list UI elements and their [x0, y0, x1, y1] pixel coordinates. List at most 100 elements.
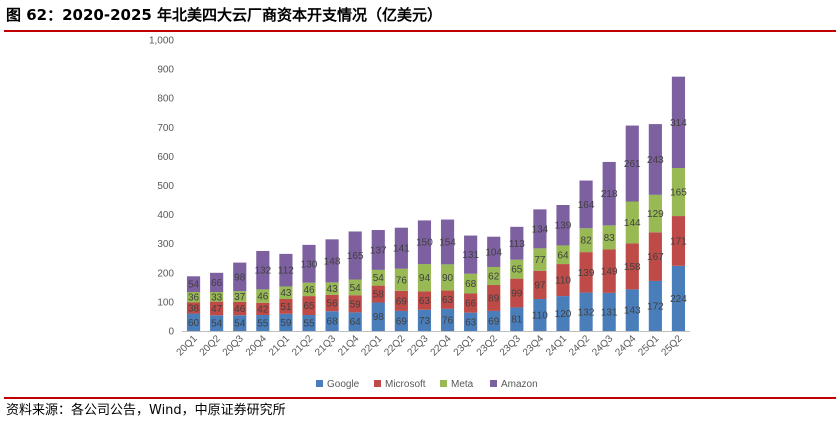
- data-label-amazon: 113: [509, 239, 525, 250]
- y-tick-label: 600: [157, 152, 174, 163]
- bar-segment-meta: [279, 286, 293, 299]
- data-label-meta: 82: [581, 236, 593, 247]
- data-label-google: 55: [303, 318, 315, 329]
- data-label-meta: 43: [280, 288, 292, 299]
- legend-swatch-microsoft: [374, 380, 381, 387]
- data-label-meta: 77: [534, 255, 546, 266]
- bar-segment-microsoft: [348, 295, 362, 313]
- data-label-microsoft: 149: [601, 267, 618, 278]
- data-label-microsoft: 56: [327, 299, 339, 310]
- data-label-meta: 37: [234, 292, 246, 303]
- bar-segment-google: [579, 292, 593, 331]
- data-label-microsoft: 63: [419, 296, 431, 307]
- bar-segment-amazon: [210, 272, 224, 293]
- x-tick-label: 21Q4: [336, 333, 361, 358]
- data-label-google: 64: [350, 317, 362, 328]
- x-tick-label: 22Q3: [405, 333, 430, 358]
- bar-segment-google: [440, 308, 455, 331]
- data-label-google: 68: [327, 317, 339, 328]
- bar-segment-meta: [579, 228, 593, 253]
- data-label-amazon: 243: [647, 155, 664, 166]
- data-label-google: 143: [624, 306, 641, 317]
- data-label-google: 132: [578, 307, 595, 318]
- bar-segment-google: [417, 309, 432, 331]
- x-tick-label: 21Q1: [267, 333, 292, 358]
- data-label-meta: 33: [211, 292, 223, 303]
- data-label-meta: 54: [373, 273, 385, 284]
- data-label-meta: 68: [465, 279, 477, 290]
- bar-segment-amazon: [464, 235, 478, 274]
- x-tick-label: 23Q4: [521, 333, 546, 358]
- y-tick-label: 700: [157, 123, 174, 134]
- bar-segment-meta: [348, 279, 362, 296]
- data-label-amazon: 130: [301, 259, 318, 270]
- bar-segment-google: [256, 314, 270, 331]
- data-label-microsoft: 59: [350, 299, 362, 310]
- data-label-microsoft: 66: [465, 299, 477, 310]
- data-label-microsoft: 38: [188, 304, 200, 315]
- x-tick-label: 24Q4: [613, 333, 638, 358]
- data-label-amazon: 134: [532, 224, 549, 235]
- data-label-microsoft: 97: [534, 280, 546, 291]
- bar-segment-microsoft: [602, 249, 616, 293]
- bar-segment-google: [302, 314, 316, 331]
- data-label-amazon: 154: [439, 237, 456, 248]
- data-label-amazon: 137: [370, 245, 387, 256]
- data-label-meta: 46: [303, 285, 315, 296]
- data-label-amazon: 132: [254, 266, 271, 277]
- bar-segment-meta: [417, 264, 432, 292]
- bar-segment-microsoft: [417, 291, 432, 310]
- data-label-meta: 46: [257, 292, 269, 303]
- data-label-google: 60: [188, 318, 200, 329]
- data-label-microsoft: 99: [511, 289, 523, 300]
- bar-segment-microsoft: [510, 278, 524, 308]
- bar-segment-google: [279, 313, 293, 331]
- data-label-microsoft: 65: [303, 301, 315, 312]
- data-label-meta: 165: [670, 188, 687, 199]
- bar-segment-amazon: [487, 236, 501, 267]
- data-label-microsoft: 171: [670, 236, 687, 247]
- bar-segment-amazon: [394, 227, 408, 269]
- bar-segment-amazon: [325, 239, 339, 283]
- x-tick-label: 22Q2: [382, 333, 407, 358]
- bar-segment-amazon: [279, 253, 293, 287]
- bar-segment-google: [186, 313, 201, 331]
- bar-segment-microsoft: [210, 301, 224, 316]
- bar-segment-microsoft: [648, 232, 662, 281]
- bar-segment-amazon: [371, 230, 385, 270]
- bar-segment-meta: [556, 245, 570, 265]
- data-label-google: 120: [555, 309, 572, 320]
- data-label-amazon: 104: [485, 247, 502, 258]
- data-label-amazon: 150: [416, 238, 433, 249]
- bar-segment-meta: [302, 282, 316, 297]
- data-label-amazon: 218: [601, 189, 618, 200]
- data-label-google: 98: [373, 312, 385, 323]
- legend-label-google: Google: [327, 379, 360, 390]
- data-label-amazon: 54: [188, 280, 200, 291]
- bar-segment-google: [325, 311, 339, 331]
- y-tick-label: 300: [157, 239, 174, 250]
- bar-segment-microsoft: [186, 302, 201, 314]
- bar-segment-microsoft: [671, 216, 686, 266]
- legend-label-amazon: Amazon: [501, 379, 538, 390]
- bar-segment-meta: [440, 264, 455, 291]
- bar-segment-microsoft: [579, 252, 593, 293]
- bar-segment-amazon: [440, 219, 455, 265]
- chart-title: 图 62：2020-2025 年北美四大云厂商资本开支情况（亿美元）: [6, 6, 443, 24]
- data-label-google: 81: [511, 315, 523, 326]
- bar-segment-meta: [371, 269, 385, 286]
- bar-segment-meta: [533, 248, 547, 271]
- data-label-google: 172: [647, 301, 664, 312]
- x-tick-label: 22Q4: [429, 333, 454, 358]
- x-tick-label: 23Q2: [475, 333, 500, 358]
- bar-segment-google: [487, 310, 501, 331]
- data-label-meta: 129: [647, 209, 664, 220]
- data-label-google: 69: [396, 316, 408, 327]
- x-tick-label: 23Q1: [452, 333, 477, 358]
- legend-swatch-amazon: [490, 380, 497, 387]
- bar-segment-microsoft: [233, 301, 247, 316]
- y-tick-label: 100: [157, 297, 174, 308]
- legend-label-meta: Meta: [451, 379, 474, 390]
- bar-segment-google: [210, 315, 224, 331]
